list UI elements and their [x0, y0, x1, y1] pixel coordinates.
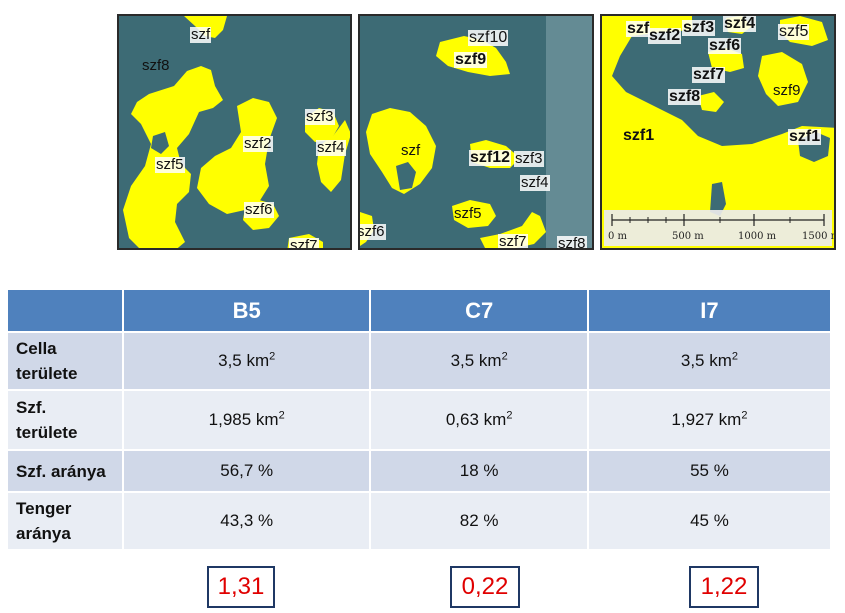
map-c7-label-1: szf10	[468, 29, 509, 46]
ratio-box-b5: 1,31	[207, 566, 275, 608]
table-row: Szf. területe 1,985 km2 0,63 km2 1,927 km…	[8, 389, 830, 449]
table-cell: 3,5 km2	[371, 331, 589, 389]
map-b5-label-4: szf2	[243, 135, 273, 152]
scale-label-1500: 1500 m	[802, 231, 834, 242]
table-cell: 3,5 km2	[588, 331, 830, 389]
map-b5-label-3: szf3	[305, 108, 335, 125]
table-cell: 82 %	[371, 491, 589, 549]
scale-label-1000: 1000 m	[738, 231, 777, 242]
table-row: Szf. aránya 56,7 % 18 % 55 %	[8, 449, 830, 491]
header-c7: C7	[371, 290, 589, 331]
map-b5-label-7: szf6	[244, 201, 274, 218]
map-c7-label-5: szf3	[514, 150, 544, 167]
table-row: Cella területe 3,5 km2 3,5 km2 3,5 km2	[8, 331, 830, 389]
map-c7-label-7: szf5	[454, 205, 482, 222]
table-cell: 1,927 km2	[588, 389, 830, 449]
map-i7-label-11: szf1	[788, 128, 822, 145]
map-b5: szf szf8 szf3 szf2 szf4 szf5 szf6 szf7	[117, 14, 352, 250]
header-i7: I7	[588, 290, 830, 331]
row-label-szf-ratio: Szf. aránya	[8, 449, 124, 491]
table-cell: 55 %	[588, 449, 830, 491]
table-header-row: B5 C7 I7	[8, 290, 830, 331]
map-b5-label-5: szf4	[316, 139, 346, 156]
map-i7-label-7: szf7	[692, 66, 726, 83]
map-c7: szf10 szf9 szf szf12 szf3 szf4 szf5 szf6…	[358, 14, 594, 250]
map-b5-shapes	[123, 16, 350, 248]
ratio-box-c7: 0,22	[450, 566, 520, 608]
row-label-sea-ratio: Tenger aránya	[8, 491, 124, 549]
map-c7-label-10: szf8	[557, 235, 587, 250]
map-i7: szf szf2 szf3 szf4 szf5 szf6 szf7 szf8 s…	[600, 14, 836, 250]
table-cell: 0,63 km2	[371, 389, 589, 449]
header-empty	[8, 290, 124, 331]
table-cell: 3,5 km2	[124, 331, 372, 389]
comparison-table: B5 C7 I7 Cella területe 3,5 km2 3,5 km2 3…	[8, 290, 830, 549]
map-b5-label-8: szf7	[289, 238, 319, 248]
map-c7-label-8: szf6	[358, 223, 386, 240]
row-label-szf-area: Szf. területe	[8, 389, 124, 449]
map-b5-label-2: szf8	[142, 57, 170, 74]
scale-bar-ruler	[611, 214, 825, 226]
row-label-cell-area: Cella területe	[8, 331, 124, 389]
map-c7-label-3: szf	[401, 142, 421, 159]
table-cell: 45 %	[588, 491, 830, 549]
map-b5-label-1: szf	[190, 26, 212, 43]
map-c7-label-2: szf9	[454, 51, 488, 68]
table-cell: 43,3 %	[124, 491, 372, 549]
map-i7-label-9: szf9	[773, 82, 801, 99]
map-c7-label-9: szf7	[498, 233, 528, 250]
scale-label-0: 0 m	[608, 231, 628, 242]
map-i7-label-2: szf2	[648, 27, 682, 44]
map-i7-label-1: szf	[626, 20, 651, 37]
map-i7-label-5: szf5	[778, 23, 810, 40]
map-i7-label-8: szf8	[668, 88, 702, 105]
map-c7-label-4: szf12	[469, 149, 512, 166]
table-cell: 1,985 km2	[124, 389, 372, 449]
ratio-box-i7: 1,22	[689, 566, 759, 608]
map-i7-label-6: szf6	[708, 37, 742, 54]
map-i7-label-4: szf4	[723, 15, 757, 32]
map-i7-label-3: szf3	[682, 19, 716, 36]
map-i7-label-10: szf1	[623, 127, 655, 144]
table-row: Tenger aránya 43,3 % 82 % 45 %	[8, 491, 830, 549]
table-cell: 56,7 %	[124, 449, 372, 491]
header-b5: B5	[124, 290, 372, 331]
table-cell: 18 %	[371, 449, 589, 491]
scale-bar: 0 m 500 m 1000 m 1500 m	[604, 210, 834, 246]
map-b5-label-6: szf5	[155, 156, 185, 173]
map-c7-label-6: szf4	[520, 174, 550, 191]
scale-label-500: 500 m	[672, 231, 704, 242]
